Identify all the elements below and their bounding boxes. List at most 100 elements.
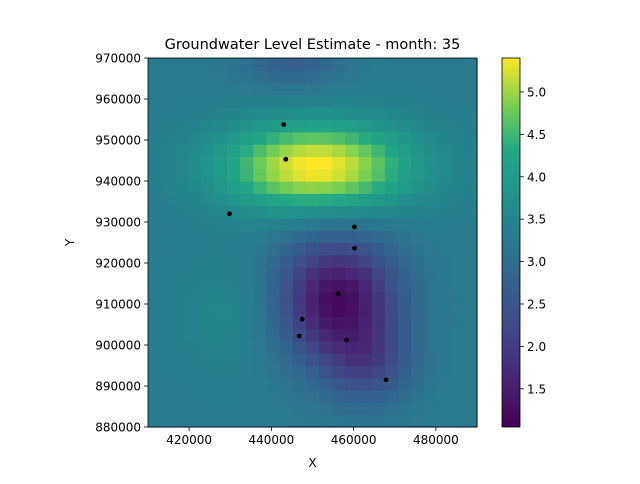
heatmap-cell [148,94,162,108]
heatmap-cell [292,414,307,428]
heatmap-cell [292,365,307,379]
heatmap-cell [424,328,439,342]
heatmap-cell [305,242,320,256]
heatmap-cell [371,144,386,157]
heatmap-cell [398,70,412,84]
heatmap-cell [424,144,439,157]
heatmap-cell [174,291,189,305]
heatmap-cell [161,340,175,354]
heatmap-cell [411,242,425,256]
heatmap-cell [384,291,399,305]
heatmap-cell [200,254,215,268]
heatmap-cell [240,267,254,280]
heatmap-cell [384,267,399,280]
heatmap-cell [266,340,281,354]
heatmap-cell [292,340,307,354]
heatmap-cell [384,328,399,342]
heatmap-cell [463,144,478,157]
heatmap-cell [187,181,202,194]
heatmap-cell [411,402,425,416]
heatmap-cell [305,181,320,194]
heatmap-cell [240,390,254,403]
heatmap-cell [332,107,346,121]
heatmap-cell [384,230,399,244]
heatmap-cell [398,168,412,182]
heatmap-cell [358,402,373,416]
heatmap-cell [319,242,333,256]
heatmap-cell [266,230,281,244]
heatmap-cell [200,328,215,342]
heatmap-cell [424,316,439,330]
heatmap-cell [279,340,294,354]
heatmap-cell [200,267,215,280]
heatmap-cell [463,291,478,305]
heatmap-cell [174,144,189,157]
heatmap-cell [174,205,189,219]
heatmap-cell [279,193,294,207]
heatmap-cell [332,242,346,256]
heatmap-cell [226,402,241,416]
heatmap-cell [305,291,320,305]
heatmap-cell [398,131,412,145]
heatmap-cell [240,230,254,244]
heatmap-cell [148,144,162,157]
heatmap-cell [200,70,215,84]
heatmap-cell [437,377,452,391]
heatmap-cell [398,181,412,194]
heatmap-cell [450,70,465,84]
heatmap-cell [200,377,215,391]
heatmap-cell [187,390,202,403]
heatmap-cell [450,353,465,367]
heatmap-cell [358,291,373,305]
heatmap-cell [161,168,175,182]
heatmap-cell [437,390,452,403]
heatmap-cell [161,304,175,317]
heatmap-cell [358,377,373,391]
heatmap-cell [450,156,465,170]
observation-point [227,211,232,217]
heatmap-cell [161,119,175,133]
heatmap-cell [424,94,439,108]
heatmap-cell [398,58,412,71]
heatmap-cell [226,58,241,71]
y-tick-label: 880000 [95,421,141,435]
heatmap-cell [279,242,294,256]
heatmap-cell [279,377,294,391]
heatmap-cell [200,181,215,194]
observation-point [335,291,341,297]
heatmap-cell [450,205,465,219]
heatmap-cell [266,353,281,367]
heatmap-cell [345,340,360,354]
y-axis-label: Y [63,238,77,247]
observation-point [344,337,350,343]
heatmap-cell [174,58,189,71]
heatmap-cell [345,205,360,219]
heatmap-cell [450,131,465,145]
heatmap-cell [174,254,189,268]
heatmap-cell [450,254,465,268]
heatmap-cell [226,94,241,108]
observation-point [352,224,357,230]
heatmap-cell [450,144,465,157]
heatmap-cell [279,119,294,133]
heatmap-cell [463,267,478,280]
heatmap-cell [266,131,281,145]
heatmap-cell [266,181,281,194]
heatmap-cell [213,377,228,391]
heatmap-cell [319,402,333,416]
heatmap-cell [187,156,202,170]
heatmap-cell [213,230,228,244]
heatmap-cell [279,58,294,71]
heatmap-cell [213,70,228,84]
heatmap-cell [161,217,175,231]
heatmap-cell [424,414,439,428]
heatmap-cell [384,82,399,96]
heatmap-cell [240,377,254,391]
heatmap-cell [463,58,478,71]
heatmap-cell [187,254,202,268]
heatmap-cell [463,390,478,403]
heatmap-cell [161,131,175,145]
heatmap-cell [213,82,228,96]
heatmap-cell [345,144,360,157]
heatmap-cell [253,181,268,194]
